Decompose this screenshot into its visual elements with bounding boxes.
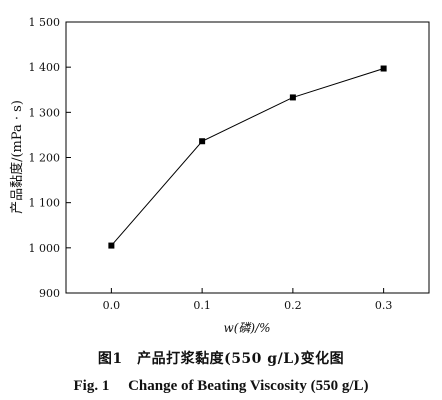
x-axis-label: w(磷)/% [223,321,270,335]
y-tick-label: 1 300 [29,106,61,119]
series-line [110,68,384,246]
data-point-marker [108,242,115,249]
y-axis-ticks: 900 1 000 1 100 1 200 1 300 1 400 1 500 [29,16,71,300]
y-tick-label: 1 200 [29,152,61,165]
x-tick-label: 0.0 [103,299,121,312]
y-axis-label: 产品黏度/(mPa · s) [9,100,25,214]
figure-caption-chinese: 图1 产品打浆黏度(550 g/L)变化图 [97,351,345,367]
x-axis-ticks: 0.0 0.1 0.2 0.3 [103,288,393,312]
figure-caption-english: Fig. 1 Change of Beating Viscosity (550 … [73,378,369,394]
x-tick-label: 0.2 [284,299,302,312]
viscosity-chart: 900 1 000 1 100 1 200 1 300 1 400 1 500 0.0 0.1… [9,16,430,335]
data-point-marker [289,94,296,101]
x-tick-label: 0.1 [193,299,211,312]
y-tick-label: 1 000 [29,242,61,255]
plot-frame [65,21,430,294]
data-point-marker [380,65,387,72]
x-tick-label: 0.3 [375,299,393,312]
y-tick-label: 1 100 [29,197,61,210]
y-tick-label: 900 [39,287,60,300]
y-tick-label: 1 400 [29,61,61,74]
series-layer [108,65,387,249]
data-point-marker [199,138,206,145]
y-tick-label: 1 500 [29,16,61,29]
